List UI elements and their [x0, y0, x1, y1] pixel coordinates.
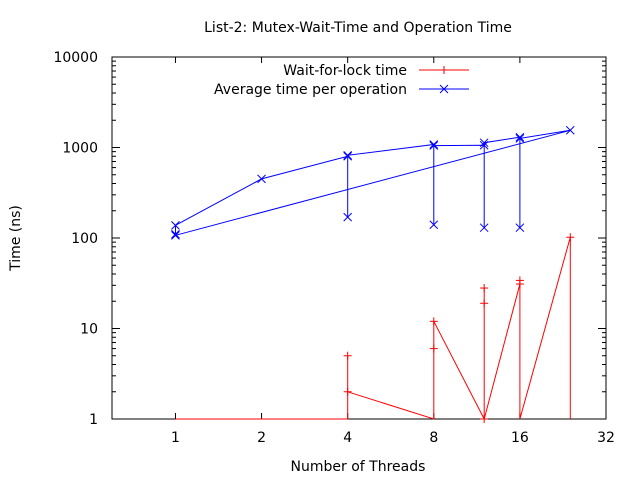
data-point	[343, 387, 352, 396]
x-tick-label: 4	[343, 430, 352, 446]
series-line	[175, 237, 571, 420]
x-tick-label: 1	[171, 430, 180, 446]
data-point	[479, 223, 489, 233]
plot-frame	[111, 56, 607, 420]
x-axis-label: Number of Threads	[291, 459, 426, 475]
data-point	[515, 132, 525, 142]
data-point	[171, 229, 180, 239]
y-tick-label: 10000	[53, 50, 98, 66]
data-point	[515, 276, 524, 285]
data-point	[171, 220, 180, 230]
series-line	[175, 129, 571, 236]
y-tick-label: 1000	[62, 141, 98, 157]
data-point	[566, 233, 575, 242]
data-point	[515, 223, 525, 233]
x-tick-label: 16	[511, 430, 529, 446]
series-avg-time-per-op	[171, 125, 575, 240]
x-tick-label: 32	[597, 430, 615, 446]
x-tick-label: 2	[257, 430, 266, 446]
data-point	[429, 344, 438, 353]
data-point	[429, 220, 439, 230]
x-axis: 1 2 4 8 16 32	[171, 57, 615, 446]
data-point	[343, 150, 353, 160]
data-point	[343, 351, 352, 360]
data-point	[479, 138, 489, 148]
y-axis: 1 10 100 1000 10000	[53, 50, 606, 428]
data-point	[429, 317, 438, 326]
data-point	[515, 134, 525, 143]
legend: Wait-for-lock time Average time per opera…	[214, 63, 469, 98]
y-axis-label: Time (ns)	[8, 205, 24, 272]
legend-label: Wait-for-lock time	[283, 63, 407, 79]
legend-label: Average time per operation	[214, 82, 407, 98]
x-tick-label: 8	[429, 430, 438, 446]
data-point	[343, 151, 353, 161]
data-point	[480, 284, 489, 293]
legend-marker	[440, 66, 448, 74]
series-layer	[171, 125, 575, 423]
legend-marker	[439, 84, 449, 94]
y-tick-label: 10	[80, 322, 98, 338]
data-point	[343, 212, 353, 222]
data-point	[257, 174, 266, 184]
data-point	[565, 125, 575, 135]
y-tick-label: 100	[71, 231, 98, 247]
data-point	[479, 140, 489, 150]
data-point	[480, 299, 489, 308]
y-tick-label: 1	[89, 412, 98, 428]
data-point	[480, 415, 489, 423]
data-point	[429, 141, 439, 150]
chart-title: List-2: Mutex-Wait-Time and Operation Ti…	[204, 20, 512, 36]
data-point	[171, 230, 180, 240]
data-point	[429, 140, 439, 149]
series-wait-for-lock	[175, 233, 575, 423]
